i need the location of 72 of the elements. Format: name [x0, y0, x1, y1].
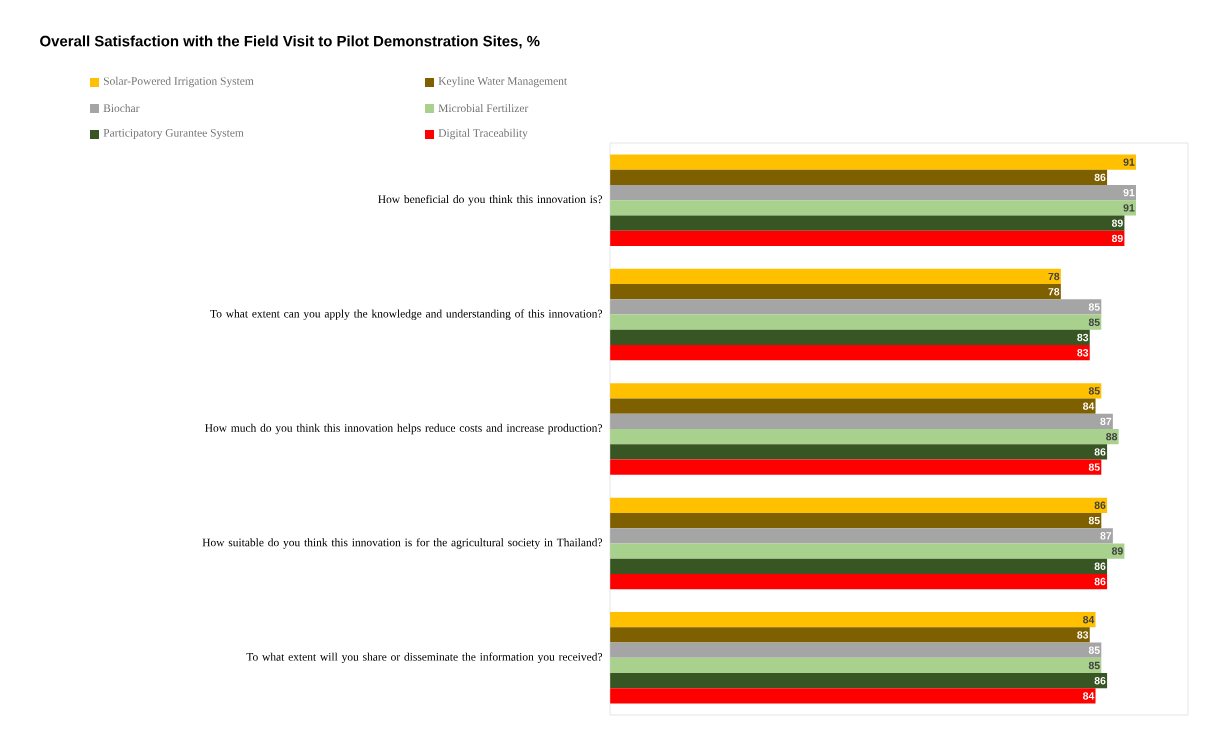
data-label: 85: [1088, 318, 1100, 326]
legend-label: Biochar: [103, 103, 140, 113]
data-label: 91: [1123, 188, 1135, 197]
y-tick-label: To what extent can you apply the knowledge and understanding of this innovation?: [210, 309, 603, 320]
bar: [610, 413, 1113, 429]
bar: [610, 612, 1096, 628]
data-label: 89: [1111, 547, 1123, 555]
data-label: 85: [1088, 661, 1100, 670]
bar: [610, 429, 1119, 445]
bar: [610, 230, 1125, 246]
bar: [610, 268, 1061, 285]
bar: [610, 573, 1108, 590]
bar: [610, 314, 1102, 330]
data-label: 87: [1100, 532, 1112, 540]
data-label: 78: [1048, 288, 1060, 296]
bar: [610, 673, 1108, 689]
bar: [610, 512, 1102, 529]
legend-label: Digital Traceability: [438, 128, 528, 140]
bar: [610, 329, 1090, 346]
bar: [610, 642, 1102, 658]
data-label: 85: [1088, 303, 1100, 311]
data-label: 86: [1094, 448, 1106, 456]
bar: [610, 497, 1108, 513]
bar: [610, 688, 1096, 704]
bar: [610, 657, 1102, 674]
bar: [610, 383, 1102, 399]
y-tick-label: How much do you think this innovation helps reduce costs and increase production?: [205, 423, 603, 435]
data-label: 83: [1077, 333, 1089, 342]
data-label: 91: [1123, 158, 1135, 166]
data-label: 86: [1094, 173, 1106, 182]
y-tick-label: How suitable do you think this innovation is for the agricultural society in Thailand?: [202, 538, 603, 549]
bar: [610, 627, 1090, 643]
bar: [610, 215, 1125, 231]
data-label: 91: [1123, 204, 1135, 212]
bar: [610, 284, 1061, 300]
bar: [610, 169, 1108, 185]
bar: [610, 558, 1108, 574]
data-label: 88: [1106, 432, 1118, 441]
data-label: 84: [1083, 615, 1095, 624]
data-label: 83: [1077, 349, 1089, 357]
bar: [610, 444, 1108, 460]
bar: [610, 299, 1102, 315]
data-label: 86: [1094, 676, 1106, 685]
bar: [610, 543, 1125, 559]
data-label: 84: [1083, 692, 1095, 700]
data-label: 87: [1100, 417, 1112, 426]
bar: [610, 528, 1113, 544]
legend-label: Solar-Powered Irrigation System: [103, 76, 254, 88]
data-label: 89: [1111, 219, 1123, 227]
bar: [610, 345, 1090, 361]
data-label: 86: [1094, 577, 1106, 586]
data-label: 89: [1111, 234, 1123, 243]
data-label: 86: [1094, 562, 1106, 570]
data-label: 86: [1094, 501, 1106, 509]
legend-label: Keyline Water Management: [438, 76, 568, 88]
legend-label: Participatory Gurantee System: [103, 128, 244, 140]
data-label: 85: [1088, 463, 1100, 471]
y-tick-label: How beneficial do you think this innovation is?: [378, 194, 603, 206]
bar: [610, 154, 1136, 170]
data-label: 85: [1088, 516, 1100, 525]
data-label: 83: [1077, 631, 1089, 639]
y-tick-label: To what extent will you share or disseminate the information you received?: [246, 652, 603, 664]
bar: [610, 398, 1096, 414]
data-label: 84: [1083, 402, 1095, 410]
bar: [610, 184, 1136, 201]
data-label: 85: [1088, 387, 1100, 395]
data-label: 85: [1088, 646, 1100, 654]
bar: [610, 459, 1102, 475]
bar: [610, 200, 1136, 216]
data-label: 78: [1048, 272, 1060, 281]
legend-label: Microbial Fertilizer: [438, 103, 529, 113]
text: Overall Satisfaction with the Field Visit to Pilot Demonstration Sites, %: [40, 35, 540, 49]
